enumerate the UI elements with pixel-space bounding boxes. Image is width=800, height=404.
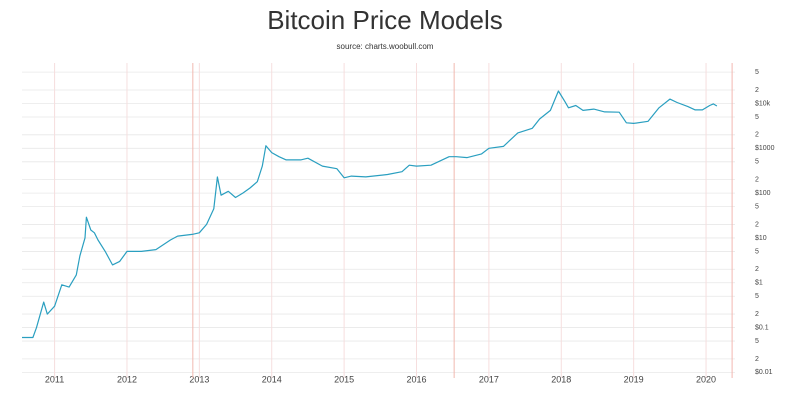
chart-subtitle: source: charts.woobull.com [337,42,434,51]
y-tick-label: $0.01 [755,369,773,376]
y-tick-label: 2 [755,266,759,273]
y-tick-label: $100 [755,190,771,197]
y-tick-label: 2 [755,311,759,318]
y-tick-label: 5 [755,114,759,121]
y-tick-label: $10 [755,235,767,242]
y-tick-label: $1 [755,280,763,287]
y-tick-label: $1000 [755,145,775,152]
x-tick-label: 2016 [406,374,426,384]
y-tick-label: $0.1 [755,324,769,331]
y-tick-label: 2 [755,132,759,139]
y-tick-label: $10k [755,100,771,107]
y-tick-label: 5 [755,338,759,345]
y-tick-label: 5 [755,159,759,166]
x-tick-label: 2020 [696,374,716,384]
x-tick-label: 2015 [334,374,354,384]
x-tick-label: 2012 [117,374,137,384]
chart-title: Bitcoin Price Models [267,5,503,35]
x-tick-label: 2014 [262,374,282,384]
x-tick-label: 2017 [479,374,499,384]
y-tick-label: 5 [755,69,759,76]
x-tick-label: 2013 [189,374,209,384]
y-tick-label: 5 [755,203,759,210]
x-tick-label: 2018 [551,374,571,384]
y-tick-label: 5 [755,293,759,300]
price-line [22,90,718,339]
y-tick-label: 2 [755,176,759,183]
x-tick-label: 2011 [45,374,64,384]
y-tick-label: 2 [755,221,759,228]
y-tick-label: 2 [755,356,759,363]
y-tick-label: 2 [755,87,759,94]
x-tick-label: 2019 [624,374,644,384]
y-tick-label: 5 [755,248,759,255]
